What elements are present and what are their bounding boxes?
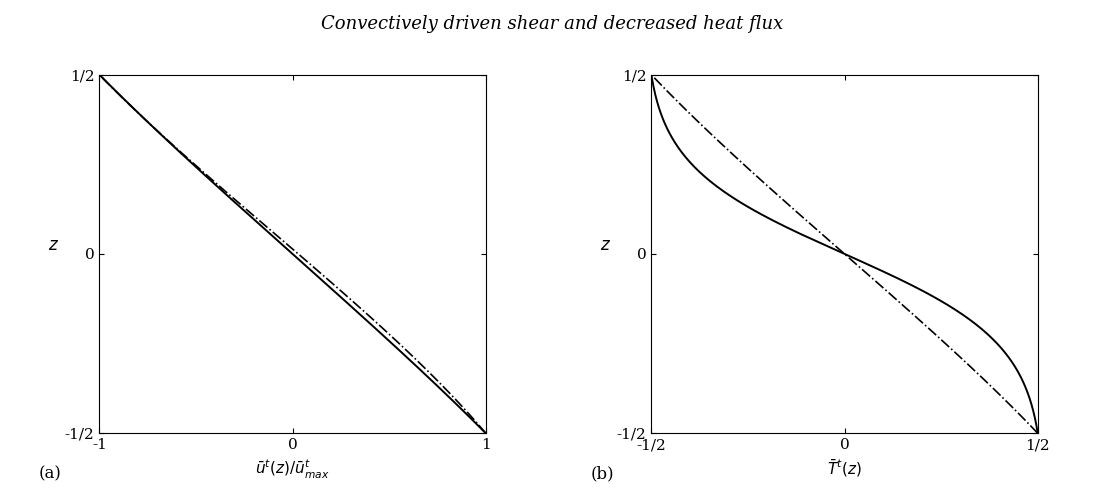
Y-axis label: $z$: $z$ <box>601 237 612 254</box>
Y-axis label: $z$: $z$ <box>49 237 60 254</box>
Text: Convectively driven shear and decreased heat flux: Convectively driven shear and decreased … <box>321 15 783 33</box>
Text: (a): (a) <box>39 465 62 482</box>
X-axis label: $\bar{u}^t(z)/\bar{u}^t_{max}$: $\bar{u}^t(z)/\bar{u}^t_{max}$ <box>255 458 330 481</box>
X-axis label: $\bar{T}^t(z)$: $\bar{T}^t(z)$ <box>827 458 862 479</box>
Text: (b): (b) <box>591 465 614 482</box>
